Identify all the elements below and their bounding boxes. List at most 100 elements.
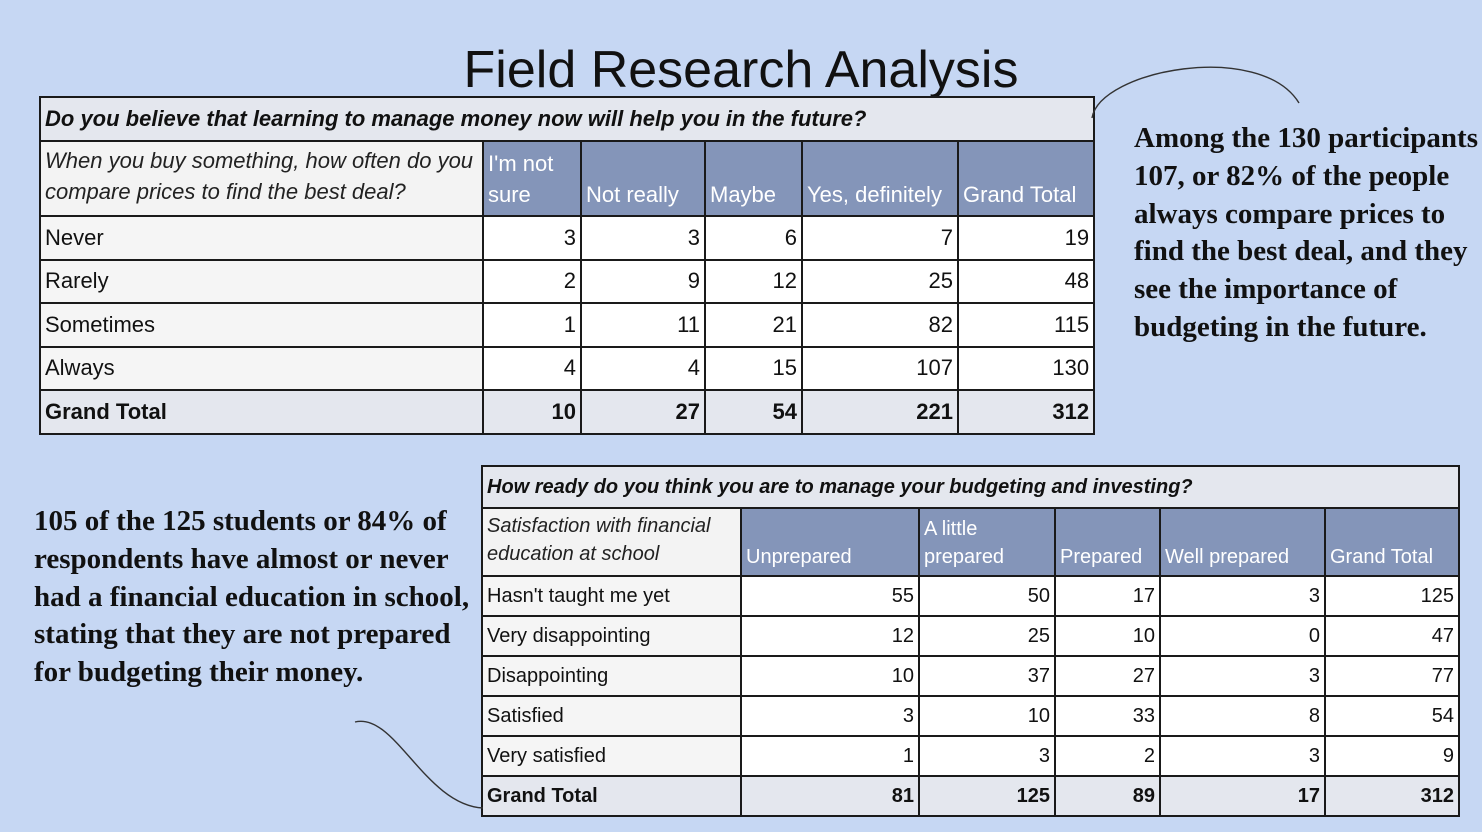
value-cell: 9 [580,258,706,304]
value-cell: 125 [1323,575,1461,617]
column-header: Unprepared [740,507,920,577]
value-cell: 25 [801,258,959,304]
row-label: Sometimes [39,302,484,348]
column-header: Yes, definitely [801,140,959,217]
value-cell: 55 [740,575,920,617]
column-header: Not really [580,140,706,217]
value-cell: 4 [482,345,582,391]
value-cell: 115 [956,302,1096,348]
pivot-table-readiness: How ready do you think you are to manage… [480,465,1461,817]
value-cell: 15 [704,345,803,391]
pivot-table-compare-prices: Do you believe that learning to manage m… [38,96,1096,435]
value-cell: 7 [801,215,959,261]
value-cell: 11 [580,302,706,348]
insight-note-compare-prices: Among the 130 participants 107, or 82% o… [1134,122,1478,343]
table-row: Disappointing 10 37 27 3 77 [481,655,1461,697]
row-label: Disappointing [481,655,742,697]
row-label: Very disappointing [481,615,742,657]
insight-note-financial-education: 105 of the 125 students or 84% of respon… [34,505,470,689]
table-row: Rarely 2 9 12 25 48 [39,258,1096,304]
value-cell: 3 [1159,655,1326,697]
row-label: Very satisfied [481,735,742,777]
value-cell: 9 [1323,735,1461,777]
grand-total-row: Grand Total 10 27 54 221 312 [39,389,1096,435]
table-question: How ready do you think you are to manage… [480,465,1461,509]
column-header: Maybe [704,140,803,217]
value-cell: 77 [1323,655,1461,697]
value-cell: 33 [1054,695,1161,737]
value-cell: 54 [1323,695,1461,737]
value-cell: 1 [482,302,582,348]
column-header: Prepared [1054,507,1161,577]
table-header-row: When you buy something, how often do you… [39,140,1096,217]
row-field-label: When you buy something, how often do you… [39,140,484,217]
value-cell: 0 [1159,615,1326,657]
value-cell: 89 [1054,775,1161,817]
value-cell: 17 [1159,775,1326,817]
value-cell: 10 [482,389,582,435]
value-cell: 2 [482,258,582,304]
value-cell: 3 [482,215,582,261]
value-cell: 48 [956,258,1096,304]
value-cell: 12 [740,615,920,657]
column-header: I'm not sure [482,140,582,217]
row-field-label: Satisfaction with financial education at… [481,507,742,577]
value-cell: 3 [740,695,920,737]
column-header: Grand Total [1323,507,1461,577]
callout-arc-top [1091,66,1300,119]
value-cell: 312 [1323,775,1461,817]
value-cell: 3 [1159,575,1326,617]
table-row: Sometimes 1 11 21 82 115 [39,302,1096,348]
grand-total-row: Grand Total 81 125 89 17 312 [481,775,1461,817]
value-cell: 21 [704,302,803,348]
value-cell: 17 [1054,575,1161,617]
row-label: Never [39,215,484,261]
row-label: Grand Total [39,389,484,435]
value-cell: 25 [918,615,1056,657]
value-cell: 27 [580,389,706,435]
value-cell: 27 [1054,655,1161,697]
value-cell: 8 [1159,695,1326,737]
value-cell: 82 [801,302,959,348]
value-cell: 2 [1054,735,1161,777]
value-cell: 19 [956,215,1096,261]
value-cell: 3 [580,215,706,261]
table-header-row: Satisfaction with financial education at… [481,507,1461,577]
value-cell: 125 [918,775,1056,817]
value-cell: 3 [918,735,1056,777]
value-cell: 50 [918,575,1056,617]
row-label: Rarely [39,258,484,304]
column-header: Well prepared [1159,507,1326,577]
value-cell: 221 [801,389,959,435]
callout-curve-bottom [354,720,484,809]
column-header: A little prepared [918,507,1056,577]
value-cell: 10 [918,695,1056,737]
table-row: Never 3 3 6 7 19 [39,215,1096,261]
row-label: Always [39,345,484,391]
value-cell: 312 [956,389,1096,435]
table-question: Do you believe that learning to manage m… [38,96,1096,142]
value-cell: 37 [918,655,1056,697]
value-cell: 1 [740,735,920,777]
page-title: Field Research Analysis [463,40,1019,99]
table-row: Satisfied 3 10 33 8 54 [481,695,1461,737]
value-cell: 130 [956,345,1096,391]
value-cell: 54 [704,389,803,435]
value-cell: 47 [1323,615,1461,657]
value-cell: 107 [801,345,959,391]
value-cell: 10 [740,655,920,697]
value-cell: 10 [1054,615,1161,657]
value-cell: 3 [1159,735,1326,777]
table-row: Hasn't taught me yet 55 50 17 3 125 [481,575,1461,617]
table-row: Very satisfied 1 3 2 3 9 [481,735,1461,777]
row-label: Hasn't taught me yet [481,575,742,617]
row-label: Satisfied [481,695,742,737]
column-header: Grand Total [956,140,1096,217]
value-cell: 6 [704,215,803,261]
table-row: Always 4 4 15 107 130 [39,345,1096,391]
value-cell: 81 [740,775,920,817]
row-label: Grand Total [481,775,742,817]
table-row: Very disappointing 12 25 10 0 47 [481,615,1461,657]
value-cell: 4 [580,345,706,391]
